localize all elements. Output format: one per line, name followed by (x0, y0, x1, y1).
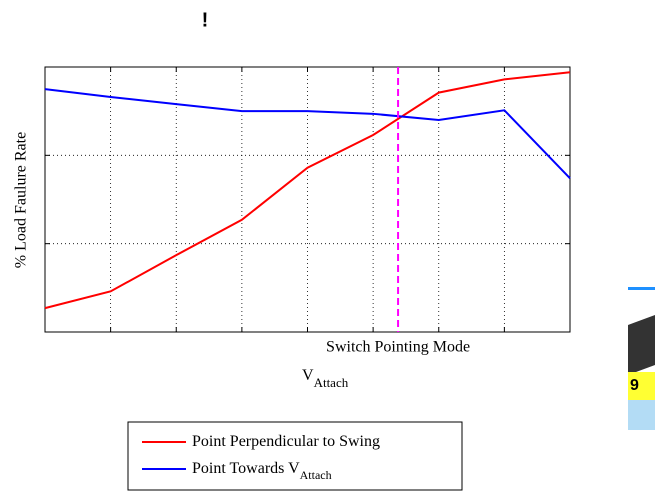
chart-title: ! (202, 9, 209, 31)
series-line (45, 89, 570, 178)
legend-name: Point Towards V (192, 460, 300, 477)
legend-label: Point Perpendicular to Swing (192, 433, 380, 450)
marker-label: Switch Pointing Mode (326, 339, 470, 356)
y-axis-label: % Load Faulure Rate (13, 132, 30, 268)
side-image: 9 (628, 287, 655, 430)
side-image-dark (628, 315, 655, 375)
side-image-label: 9 (630, 377, 639, 394)
chart: ! % Load Faulure Rate VAttach 9 Switch P… (0, 0, 655, 500)
legend: Point Perpendicular to Swing Point Toward… (128, 422, 462, 490)
x-axis-label-sub: Attach (314, 375, 349, 390)
legend-name: Point Perpendicular to Swing (192, 433, 380, 450)
side-image-blue (628, 400, 655, 430)
x-axis-label: VAttach (302, 367, 349, 390)
x-axis-label-main: V (302, 367, 314, 384)
side-image-bar (628, 287, 655, 290)
legend-name-sub: Attach (300, 468, 332, 482)
